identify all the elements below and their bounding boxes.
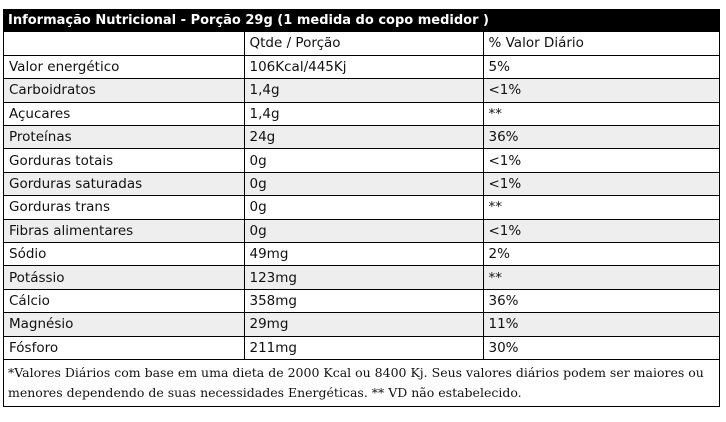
- daily-value-cell: 30%: [483, 336, 719, 360]
- nutrient-name: Fibras alimentares: [4, 219, 245, 244]
- daily-value-cell: 36%: [483, 125, 719, 150]
- daily-value-cell: **: [483, 265, 719, 290]
- daily-value-cell: **: [483, 195, 719, 220]
- quantity-cell: 24g: [244, 125, 484, 150]
- nutrient-name: Sódio: [4, 242, 245, 267]
- nutrient-name: Magnésio: [4, 312, 245, 337]
- header-quantity: Qtde / Porção: [244, 32, 484, 56]
- table-row: Sódio 49mg 2%: [4, 242, 719, 267]
- header-row: Qtde / Porção % Valor Diário: [4, 32, 719, 56]
- nutrient-name: Açucares: [4, 102, 245, 127]
- footnote: *Valores Diários com base em uma dieta d…: [8, 364, 704, 400]
- header-daily-value: % Valor Diário: [483, 32, 719, 56]
- table-row: Carboidratos 1,4g <1%: [4, 78, 719, 103]
- table-row: Potássio 123mg **: [4, 265, 719, 290]
- nutrient-name: Valor energético: [4, 55, 245, 80]
- quantity-cell: 0g: [244, 219, 484, 244]
- nutrient-name: Fósforo: [4, 336, 245, 360]
- table-row: Fósforo 211mg 30%: [4, 336, 719, 360]
- nutrient-name: Potássio: [4, 265, 245, 290]
- daily-value-cell: 2%: [483, 242, 719, 267]
- quantity-cell: 0g: [244, 172, 484, 197]
- quantity-cell: 49mg: [244, 242, 484, 267]
- table-row: Açucares 1,4g **: [4, 102, 719, 127]
- quantity-cell: 358mg: [244, 289, 484, 314]
- table-row: Gorduras totais 0g <1%: [4, 148, 719, 173]
- table-row: Valor energético 106Kcal/445Kj 5%: [4, 55, 719, 80]
- nutrient-name: Gorduras saturadas: [4, 172, 245, 197]
- daily-value-cell: <1%: [483, 219, 719, 244]
- daily-value-cell: 11%: [483, 312, 719, 337]
- table-row: Gorduras trans 0g **: [4, 195, 719, 220]
- quantity-cell: 1,4g: [244, 102, 484, 127]
- nutrient-name: Proteínas: [4, 125, 245, 150]
- daily-value-cell: <1%: [483, 148, 719, 173]
- nutrient-name: Gorduras trans: [4, 195, 245, 220]
- table-row: Gorduras saturadas 0g <1%: [4, 172, 719, 197]
- table-row: Cálcio 358mg 36%: [4, 289, 719, 314]
- table-row: Fibras alimentares 0g <1%: [4, 219, 719, 244]
- nutrient-name: Gorduras totais: [4, 148, 245, 173]
- table-title: Informação Nutricional - Porção 29g (1 m…: [4, 10, 719, 32]
- quantity-cell: 123mg: [244, 265, 484, 290]
- nutrient-name: Cálcio: [4, 289, 245, 314]
- quantity-cell: 0g: [244, 195, 484, 220]
- nutrition-grid: Qtde / Porção % Valor Diário Valor energ…: [4, 32, 719, 360]
- nutrition-facts-table: Informação Nutricional - Porção 29g (1 m…: [3, 9, 720, 407]
- table-row: Magnésio 29mg 11%: [4, 312, 719, 337]
- header-nutrient: [4, 32, 245, 56]
- quantity-cell: 106Kcal/445Kj: [244, 55, 484, 80]
- quantity-cell: 211mg: [244, 336, 484, 360]
- table-row: Proteínas 24g 36%: [4, 125, 719, 150]
- daily-value-cell: **: [483, 102, 719, 127]
- daily-value-cell: <1%: [483, 78, 719, 103]
- daily-value-cell: 5%: [483, 55, 719, 80]
- daily-value-cell: <1%: [483, 172, 719, 197]
- quantity-cell: 29mg: [244, 312, 484, 337]
- quantity-cell: 1,4g: [244, 78, 484, 103]
- quantity-cell: 0g: [244, 148, 484, 173]
- daily-value-cell: 36%: [483, 289, 719, 314]
- nutrient-name: Carboidratos: [4, 78, 245, 103]
